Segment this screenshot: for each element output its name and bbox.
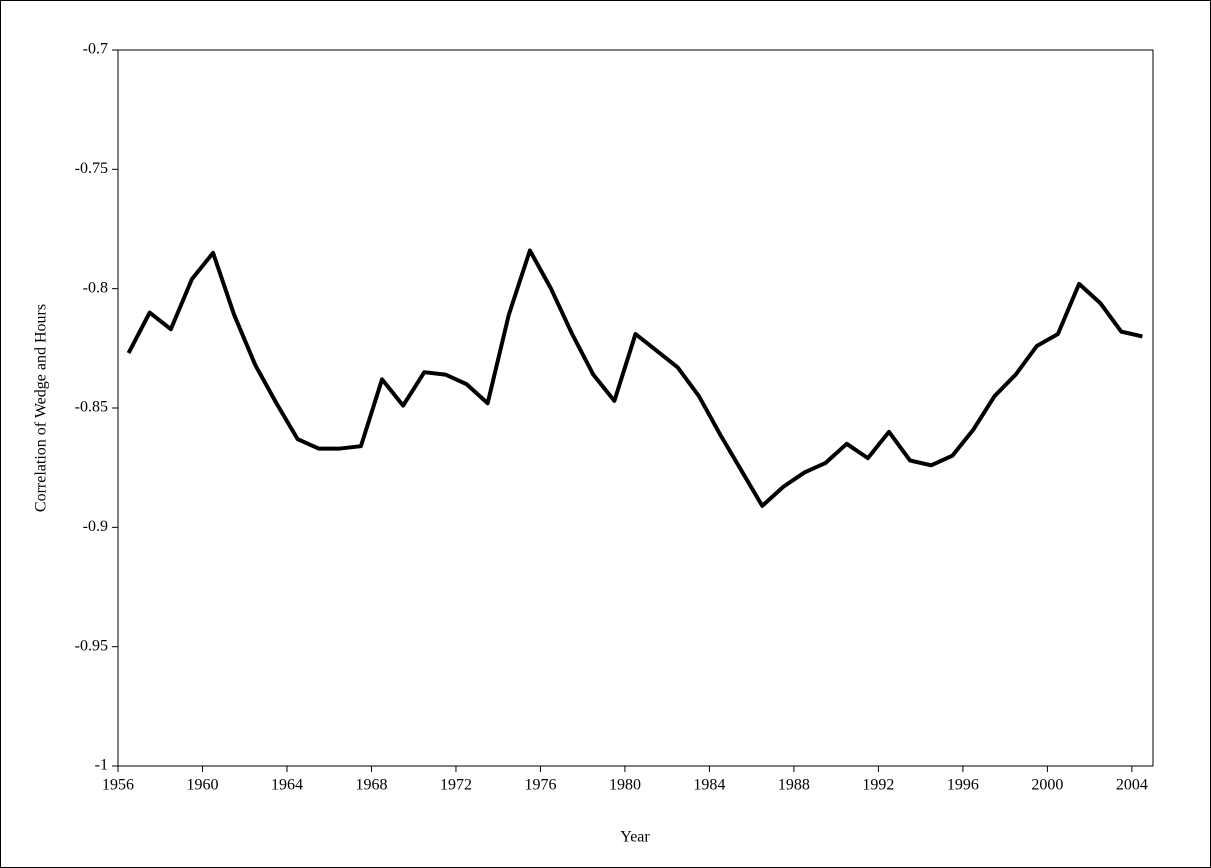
y-tick-label: -0.95 — [75, 637, 108, 654]
x-tick-label: 1992 — [862, 777, 894, 794]
y-tick-label: -0.9 — [83, 518, 108, 535]
y-tick-label: -0.8 — [83, 279, 108, 296]
x-tick-label: 1964 — [271, 777, 303, 794]
y-tick-label: -0.75 — [75, 160, 108, 177]
y-tick-label: -0.85 — [75, 399, 108, 416]
line-series — [126, 248, 1143, 508]
y-tick-label: -1 — [95, 757, 108, 774]
x-tick-label: 2004 — [1116, 777, 1148, 794]
y-tick-label: -0.7 — [83, 41, 108, 58]
x-tick-label: 1980 — [609, 777, 641, 794]
x-axis-label: Year — [620, 829, 650, 846]
y-axis-label: Correlation of Wedge and Hours — [33, 304, 50, 512]
x-tick-label: 1956 — [102, 777, 134, 794]
x-tick-label: 1988 — [778, 777, 810, 794]
x-tick-label: 2000 — [1031, 777, 1063, 794]
x-tick-label: 1960 — [186, 777, 218, 794]
x-tick-label: 1984 — [693, 777, 725, 794]
x-tick-label: 1976 — [524, 777, 556, 794]
x-tick-label: 1972 — [440, 777, 472, 794]
x-tick-label: 1968 — [355, 777, 387, 794]
x-tick-label: 1996 — [947, 777, 979, 794]
